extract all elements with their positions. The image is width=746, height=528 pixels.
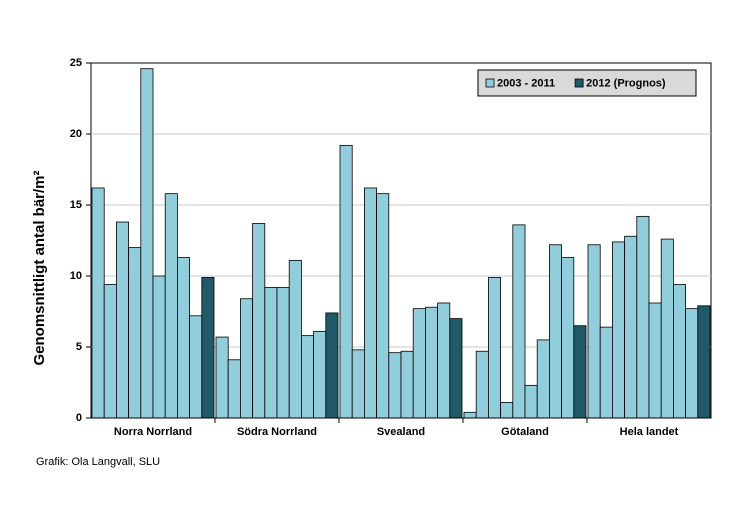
bar <box>573 325 587 419</box>
legend-box <box>477 69 697 97</box>
bar <box>128 247 142 419</box>
bar <box>437 302 451 419</box>
x-tick-label: Södra Norrland <box>237 426 317 438</box>
bar <box>227 359 241 419</box>
bar <box>201 277 215 419</box>
bar <box>215 336 229 419</box>
bar <box>116 221 130 419</box>
bar <box>612 241 626 419</box>
bar <box>524 384 538 419</box>
bar <box>512 224 526 419</box>
bar <box>636 215 650 419</box>
bar <box>697 305 711 419</box>
bar <box>264 286 278 419</box>
legend-swatch <box>485 78 495 88</box>
bar <box>239 298 253 419</box>
bar <box>388 352 402 419</box>
bar <box>561 257 575 419</box>
legend-label: 2012 (Prognos) <box>586 77 666 89</box>
bar <box>549 244 563 419</box>
bar <box>176 257 190 419</box>
bar <box>288 259 302 419</box>
bar <box>300 335 314 419</box>
x-tick-label: Götaland <box>501 426 549 438</box>
legend-label: 2003 - 2011 <box>497 77 555 89</box>
y-tick-label: 10 <box>70 270 82 282</box>
bar <box>463 411 477 419</box>
bar <box>424 306 438 419</box>
bar <box>164 193 178 419</box>
bar <box>339 144 353 419</box>
bar <box>363 187 377 419</box>
bar <box>103 284 117 419</box>
x-tick-label: Norra Norrland <box>114 426 192 438</box>
x-tick-label: Hela landet <box>620 426 679 438</box>
y-tick-label: 20 <box>70 128 82 140</box>
x-tick-label: Svealand <box>377 426 425 438</box>
bar <box>91 187 105 419</box>
y-axis-label: Genomsnittligt antal bär/m² <box>31 170 48 365</box>
bar <box>252 223 266 419</box>
bar <box>276 286 290 419</box>
source-note: Grafik: Ola Langvall, SLU <box>36 456 160 468</box>
bar <box>500 401 514 419</box>
legend-swatch <box>574 78 584 88</box>
bar <box>351 349 365 419</box>
bar <box>412 308 426 419</box>
bar <box>685 308 699 419</box>
bar <box>152 275 166 419</box>
bar <box>313 330 327 419</box>
bar <box>624 235 638 419</box>
bar <box>449 318 463 419</box>
bar <box>673 284 687 419</box>
bar <box>376 193 390 419</box>
y-tick-label: 25 <box>70 57 82 69</box>
bar <box>475 350 489 419</box>
bar <box>648 302 662 419</box>
bar <box>599 326 613 419</box>
bar <box>536 339 550 419</box>
bar <box>487 277 501 419</box>
bar <box>400 350 414 419</box>
bar <box>140 68 154 419</box>
y-tick-label: 0 <box>76 412 82 424</box>
bar <box>325 312 339 419</box>
y-tick-label: 5 <box>76 341 82 353</box>
bar <box>587 244 601 419</box>
bar <box>660 238 674 419</box>
y-tick-label: 15 <box>70 199 82 211</box>
bar <box>189 315 203 419</box>
